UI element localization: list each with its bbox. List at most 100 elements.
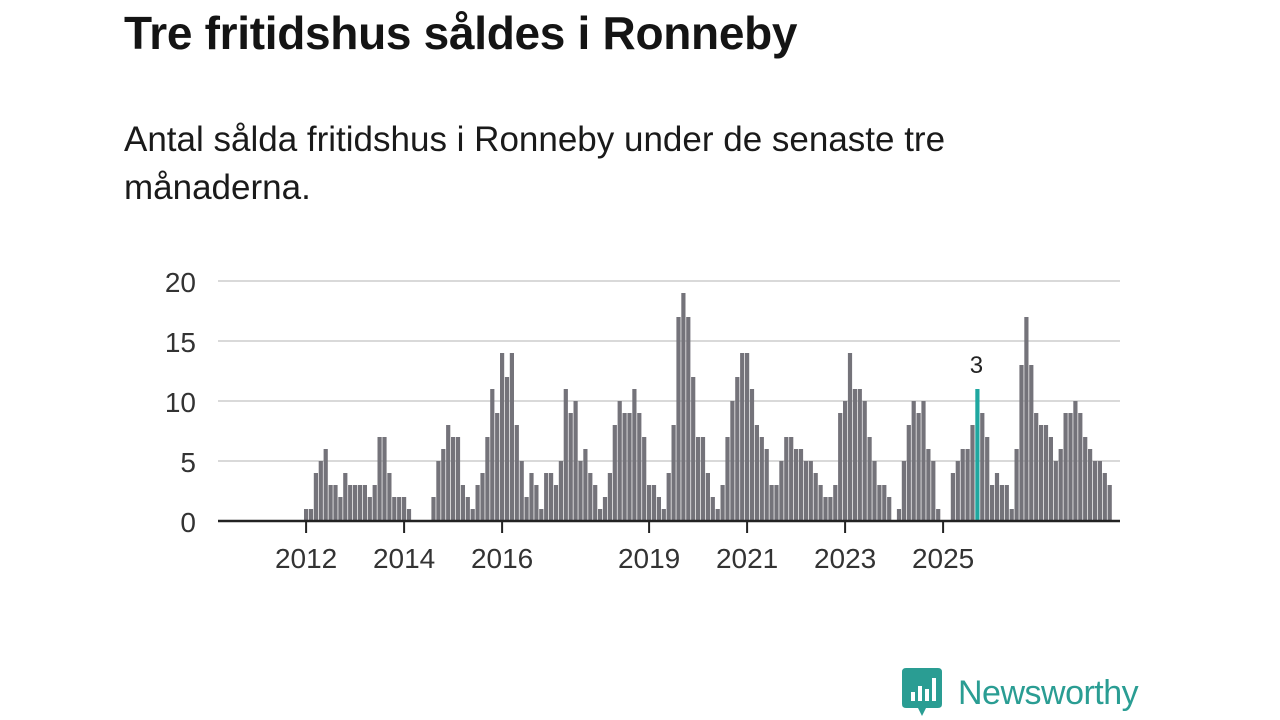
bar	[402, 497, 407, 521]
bar	[1014, 449, 1019, 521]
bar	[362, 485, 367, 521]
bar	[916, 413, 921, 521]
bar	[1043, 425, 1049, 521]
bar	[441, 449, 446, 521]
bar	[867, 437, 872, 521]
bar	[431, 497, 436, 521]
bar	[504, 377, 510, 521]
bar	[843, 401, 848, 521]
bar	[1097, 461, 1102, 521]
bar	[872, 461, 877, 521]
bar	[838, 413, 843, 521]
bar	[1029, 365, 1034, 521]
bar	[573, 401, 578, 521]
bar	[495, 413, 500, 521]
bar	[1068, 413, 1073, 521]
bar-chart: 0 5 10 15 20 2012 2014 2016 2019 2021 2023 2025 3	[165, 267, 1120, 574]
chart-title: Tre fritidshus såldes i Ronneby	[124, 7, 798, 59]
bar	[691, 377, 696, 521]
bar	[862, 401, 867, 521]
bar	[720, 485, 725, 521]
bar	[534, 485, 539, 521]
bar	[656, 497, 661, 521]
bar	[622, 413, 627, 521]
bar	[911, 401, 916, 521]
bar	[936, 509, 941, 521]
bar	[328, 485, 333, 521]
bar	[828, 497, 833, 521]
bar	[676, 317, 681, 521]
bar	[323, 449, 328, 521]
bar	[1048, 437, 1053, 521]
bar	[436, 461, 441, 521]
bar	[318, 461, 323, 521]
bar	[754, 425, 759, 521]
bar	[965, 449, 970, 521]
bar	[735, 377, 740, 521]
bar	[549, 473, 554, 521]
bar	[607, 473, 612, 521]
brand-logo[interactable]: Newsworthy	[902, 668, 1139, 718]
bar	[475, 485, 480, 521]
bar	[1083, 437, 1088, 521]
bar	[627, 413, 632, 521]
bar	[382, 437, 387, 521]
bar	[544, 473, 549, 521]
bar	[666, 473, 671, 521]
bar	[1019, 365, 1024, 521]
bar	[803, 461, 808, 521]
x-tick-label: 2014	[373, 543, 435, 574]
bar	[730, 401, 735, 521]
bar	[990, 485, 995, 521]
x-tick-label: 2021	[716, 543, 778, 574]
bar	[1039, 425, 1044, 521]
bar	[794, 449, 799, 521]
y-tick-label: 10	[165, 387, 196, 418]
bar	[955, 461, 960, 521]
bar	[553, 485, 559, 521]
bar	[333, 485, 338, 521]
bar	[583, 449, 588, 521]
bar	[779, 461, 784, 521]
bar	[451, 437, 456, 521]
bar	[985, 437, 990, 521]
bar	[774, 485, 779, 521]
bar	[539, 509, 544, 521]
y-tick-label: 15	[165, 327, 196, 358]
bar	[568, 413, 573, 521]
bar	[632, 389, 637, 521]
bar	[994, 473, 1000, 521]
bar	[887, 497, 892, 521]
bar	[833, 485, 838, 521]
bar	[1107, 485, 1112, 521]
bar	[901, 461, 906, 521]
bar	[681, 293, 686, 521]
bar	[896, 509, 902, 521]
bar	[1078, 413, 1083, 521]
bar	[509, 353, 514, 521]
x-tick-label: 2023	[814, 543, 876, 574]
bar	[1092, 461, 1098, 521]
bar	[745, 353, 750, 521]
bar	[696, 437, 701, 521]
bar	[921, 401, 926, 521]
bar	[377, 437, 382, 521]
bar	[578, 461, 583, 521]
bar	[602, 497, 608, 521]
bar	[558, 461, 563, 521]
bar	[485, 437, 490, 521]
bar	[882, 485, 887, 521]
bar	[348, 485, 353, 521]
bar	[931, 461, 936, 521]
bar	[1009, 509, 1014, 521]
bar	[926, 449, 931, 521]
bar	[598, 509, 603, 521]
bar	[852, 389, 857, 521]
bar	[372, 485, 377, 521]
bar	[470, 509, 475, 521]
bar	[500, 353, 505, 521]
bar	[588, 473, 593, 521]
bar	[705, 473, 710, 521]
bar	[1073, 401, 1078, 521]
bar	[1058, 449, 1063, 521]
